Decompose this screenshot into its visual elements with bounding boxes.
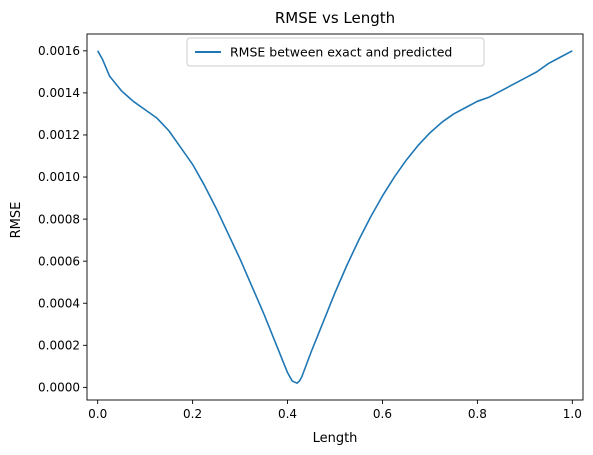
y-tick-label: 0.0016 [38,44,80,58]
y-tick-label: 0.0002 [38,339,80,353]
y-axis-label: RMSE [9,202,24,239]
x-tick-label: 0.0 [88,407,107,421]
x-tick-label: 0.4 [278,407,297,421]
x-axis-label: Length [313,431,358,446]
x-tick-label: 0.8 [468,407,487,421]
x-tick-label: 1.0 [563,407,582,421]
y-tick-label: 0.0006 [38,254,80,268]
axes-frame [86,33,584,401]
legend-entry-label: RMSE between exact and predicted [230,45,452,60]
legend: RMSE between exact and predicted [186,37,485,67]
y-tick-label: 0.0012 [38,128,80,142]
series-line-0 [96,50,573,384]
legend-box [186,37,485,67]
x-tick-label: 0.6 [373,407,392,421]
y-tick-label: 0.0010 [38,170,80,184]
y-tick-label: 0.0014 [38,86,80,100]
x-tick-label: 0.2 [183,407,202,421]
y-tick-label: 0.0008 [38,212,80,226]
chart-title: RMSE vs Length [275,9,395,27]
y-tick-label: 0.0004 [38,296,80,310]
plot-area: 0.0 0.2 0.4 0.6 0.8 1.0 0.0000 0.0002 0.0004 0.00… [38,33,584,421]
y-tick-label: 0.0000 [38,381,80,395]
